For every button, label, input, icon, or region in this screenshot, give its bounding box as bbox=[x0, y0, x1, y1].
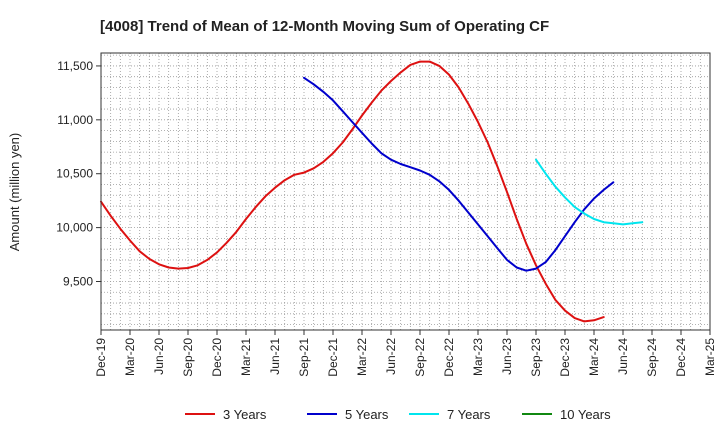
y-tick-label: 11,500 bbox=[57, 59, 93, 73]
legend: 3 Years 5 Years 7 Years 10 Years bbox=[185, 407, 611, 422]
x-tick-label: Jun-20 bbox=[152, 338, 166, 375]
chart-title: [4008] Trend of Mean of 12-Month Moving … bbox=[100, 18, 549, 35]
x-tick-label: Dec-22 bbox=[442, 338, 456, 377]
y-axis-label: Amount (million yen) bbox=[7, 133, 22, 252]
x-tick-label: Jun-22 bbox=[384, 338, 398, 375]
y-tick-label: 10,500 bbox=[56, 167, 93, 181]
x-tick-label: Mar-24 bbox=[587, 338, 601, 376]
x-tick-label: Sep-21 bbox=[297, 338, 311, 377]
series-line-5-years bbox=[303, 76, 615, 272]
x-tick-label: Dec-19 bbox=[94, 338, 108, 377]
x-tick-label: Jun-21 bbox=[268, 338, 282, 375]
grid bbox=[101, 53, 710, 330]
legend-label-5-years: 5 Years bbox=[345, 407, 389, 422]
x-tick-label: Dec-24 bbox=[674, 338, 688, 377]
legend-label-7-years: 7 Years bbox=[447, 407, 491, 422]
x-tick-label: Mar-23 bbox=[471, 338, 485, 376]
x-tick-label: Sep-22 bbox=[413, 338, 427, 377]
y-axis-ticks: 9,500 10,000 10,500 11,000 11,500 bbox=[56, 59, 101, 288]
series-line-7-years bbox=[535, 158, 644, 226]
x-tick-label: Dec-23 bbox=[558, 338, 572, 377]
x-tick-label: Dec-21 bbox=[326, 338, 340, 377]
y-tick-label: 10,000 bbox=[56, 221, 93, 235]
x-tick-label: Jun-23 bbox=[500, 338, 514, 375]
y-tick-label: 11,000 bbox=[57, 113, 93, 127]
x-tick-label: Mar-21 bbox=[239, 338, 253, 376]
series-lines bbox=[100, 60, 644, 323]
legend-label-3-years: 3 Years bbox=[223, 407, 267, 422]
legend-label-10-years: 10 Years bbox=[560, 407, 611, 422]
x-tick-label: Mar-22 bbox=[355, 338, 369, 376]
x-tick-label: Sep-23 bbox=[529, 338, 543, 377]
y-tick-label: 9,500 bbox=[63, 274, 93, 288]
x-tick-label: Mar-25 bbox=[703, 338, 717, 376]
x-tick-label: Jun-24 bbox=[616, 338, 630, 375]
x-tick-label: Sep-20 bbox=[181, 338, 195, 377]
series-line-3-years bbox=[100, 60, 605, 323]
x-axis-ticks: Dec-19 Mar-20 Jun-20 Sep-20 Dec-20 Mar-21 Jun-… bbox=[94, 330, 717, 377]
x-tick-label: Sep-24 bbox=[645, 338, 659, 377]
x-tick-label: Dec-20 bbox=[210, 338, 224, 377]
x-tick-label: Mar-20 bbox=[123, 338, 137, 376]
plot-frame bbox=[100, 52, 711, 331]
